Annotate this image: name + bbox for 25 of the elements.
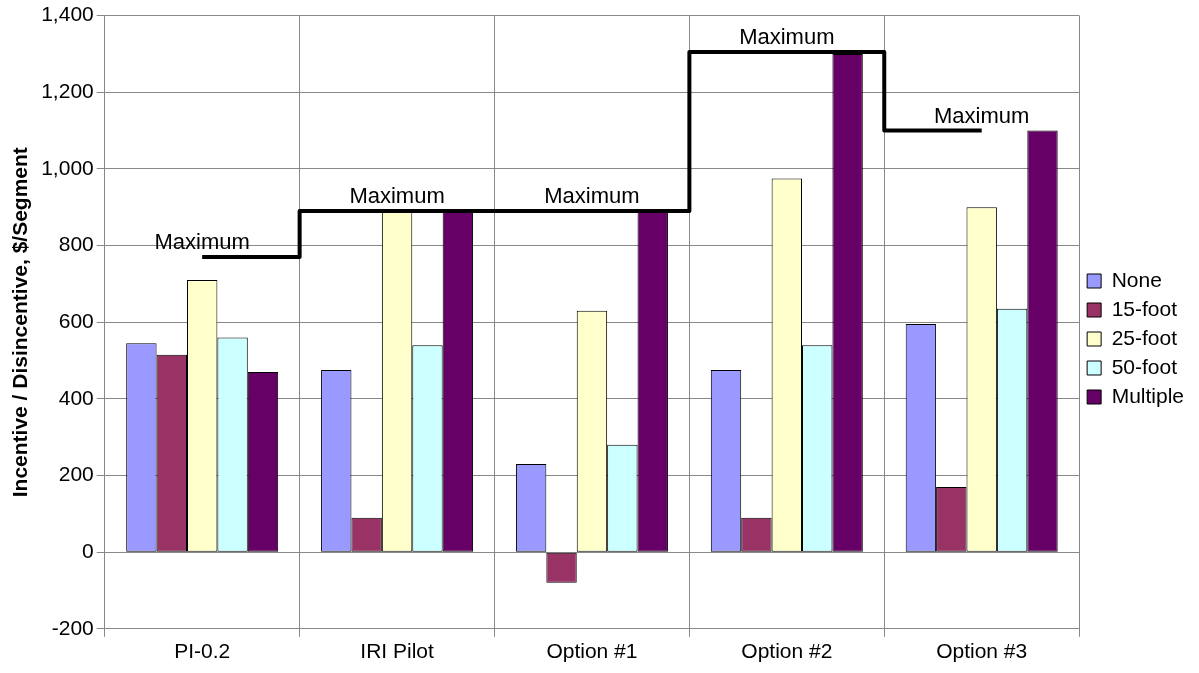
y-tick-label: 400	[58, 385, 94, 409]
y-tick-label: 800	[58, 232, 94, 256]
x-tick-label: Option #2	[741, 639, 833, 663]
series-label: Maximum	[934, 102, 1030, 128]
legend-label: None	[1111, 267, 1162, 291]
y-tick-label: 1,400	[41, 2, 94, 26]
text: Maximum	[739, 24, 835, 50]
x-tick-label: Option #1	[546, 639, 638, 663]
legend-label: 50-foot	[1111, 354, 1178, 378]
y-axis-title: Incentive / Disincentive, $/Segment	[8, 147, 32, 498]
x-tick-label: Option #3	[936, 639, 1028, 663]
x-tick-label: PI-0.2	[174, 639, 231, 663]
legend-label: 15-foot	[1111, 296, 1178, 320]
y-tick-label: -200	[51, 615, 94, 639]
y-tick-label: 600	[58, 309, 94, 332]
y-tick-label: 1,200	[41, 79, 94, 103]
text: Maximum	[349, 183, 445, 209]
legend-label: Multiple	[1111, 383, 1185, 407]
x-tick-label: IRI Pilot	[360, 639, 434, 663]
y-tick-label: 200	[58, 462, 94, 486]
legend-label: 25-foot	[1111, 325, 1178, 349]
text: Maximum	[544, 183, 640, 209]
y-tick-label: 0	[82, 538, 94, 562]
text: Maximum	[154, 229, 250, 255]
y-tick-label: 1,000	[41, 155, 94, 179]
